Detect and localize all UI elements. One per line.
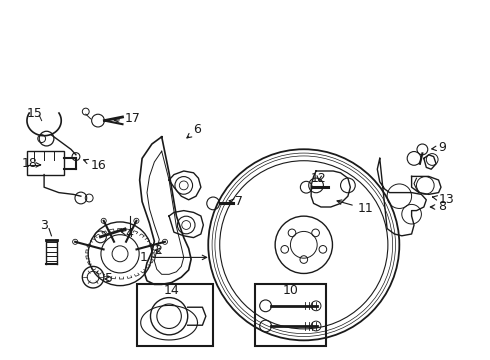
- Text: 16: 16: [84, 159, 106, 172]
- Text: 13: 13: [433, 193, 454, 206]
- Text: 18: 18: [22, 157, 38, 170]
- Text: 2: 2: [154, 244, 162, 257]
- Text: 9: 9: [432, 141, 446, 154]
- Text: 10: 10: [282, 284, 298, 297]
- Text: 5: 5: [105, 273, 113, 285]
- Text: 3: 3: [40, 219, 48, 231]
- Text: 12: 12: [311, 172, 327, 185]
- Bar: [27, 151, 64, 175]
- Text: 7: 7: [229, 195, 243, 208]
- Text: 14: 14: [164, 284, 179, 297]
- Text: 6: 6: [187, 123, 201, 138]
- Text: 8: 8: [430, 201, 446, 213]
- Text: 17: 17: [114, 112, 141, 125]
- Bar: [255, 284, 326, 346]
- Text: 15: 15: [27, 107, 43, 120]
- Bar: [137, 284, 213, 346]
- Text: 4: 4: [121, 227, 133, 240]
- Text: 1: 1: [140, 251, 207, 264]
- Text: 11: 11: [337, 200, 373, 215]
